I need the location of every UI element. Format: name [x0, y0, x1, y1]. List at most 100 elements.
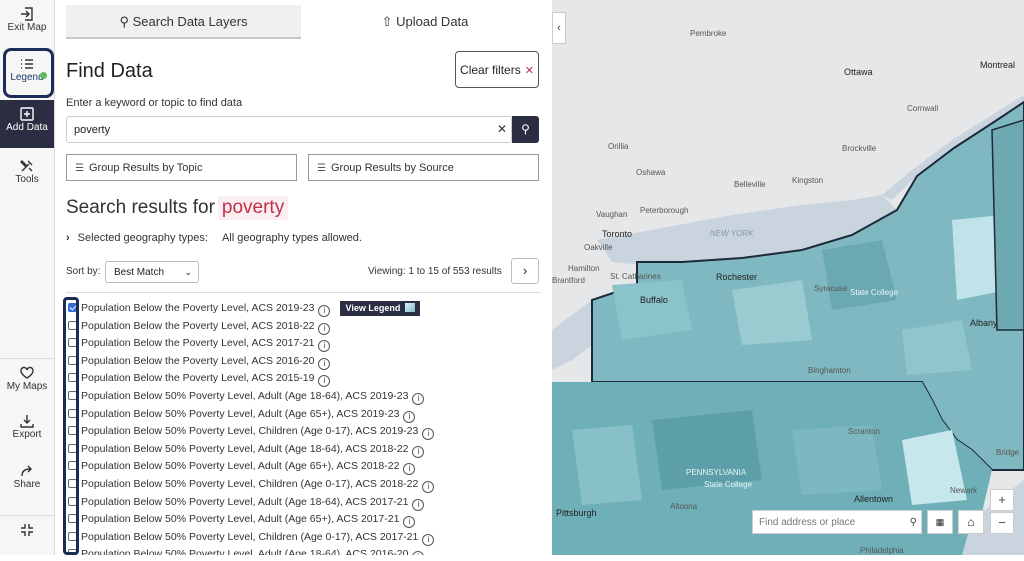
result-label[interactable]: Population Below 50% Poverty Level, Adul… [81, 548, 409, 555]
legend-button[interactable]: Legend [0, 50, 54, 96]
map-label-binghamton: Binghamton [808, 366, 851, 375]
map-label-pembroke: Pembroke [690, 29, 727, 38]
map-label-syracuse: Syracuse [814, 284, 848, 293]
map-label-cornwall: Cornwall [907, 104, 939, 113]
search-input[interactable]: poverty [66, 116, 512, 143]
info-icon[interactable]: i [318, 375, 331, 388]
result-label[interactable]: Population Below 50% Poverty Level, Adul… [81, 495, 409, 508]
info-icon[interactable]: i [422, 428, 435, 441]
result-label[interactable]: Population Below 50% Poverty Level, Adul… [81, 460, 400, 473]
upload-icon: ⇧ [381, 14, 393, 29]
zoom-in-button[interactable]: + [990, 489, 1014, 511]
result-item: Population Below the Poverty Level, ACS … [65, 370, 545, 388]
result-label[interactable]: Population Below 50% Poverty Level, Adul… [81, 513, 400, 526]
map-canvas[interactable]: Pembroke Ottawa Montreal Cornwall Orilli… [552, 0, 1024, 555]
legend-swatch-icon [405, 303, 416, 312]
result-label[interactable]: Population Below 50% Poverty Level, Adul… [81, 442, 409, 455]
info-icon[interactable]: i [412, 498, 425, 511]
info-icon[interactable]: i [318, 305, 331, 317]
page-title: Find Data [66, 60, 153, 82]
county-shade [822, 240, 897, 310]
info-icon[interactable]: i [318, 322, 331, 335]
county-shade [652, 410, 762, 490]
map-label-scranton: Scranton [848, 427, 881, 436]
info-icon[interactable]: i [318, 340, 331, 353]
result-label[interactable]: Population Below 50% Poverty Level, Adul… [81, 407, 400, 420]
info-icon[interactable]: i [403, 463, 416, 476]
my-maps-button[interactable]: My Maps [0, 358, 54, 404]
map-label-stcollege: State College [704, 480, 753, 489]
address-search-input[interactable]: Find address or place ⚲ [752, 510, 922, 534]
info-icon[interactable]: i [412, 445, 425, 458]
clear-input-icon[interactable]: ✕ [496, 122, 508, 136]
chevron-right-icon: › [522, 263, 528, 278]
result-item: Population Below 50% Poverty Level, Adul… [65, 458, 545, 476]
sort-select[interactable]: Best Match ⌄ [105, 261, 199, 283]
info-icon[interactable]: i [412, 392, 425, 405]
add-data-button[interactable]: Add Data [0, 100, 54, 148]
zoom-out-button[interactable]: − [990, 512, 1014, 534]
share-label: Share [13, 479, 41, 490]
tab-search-data-layers[interactable]: ⚲ Search Data Layers [66, 5, 301, 39]
info-icon[interactable]: i [412, 551, 425, 555]
minus-icon: − [998, 515, 1006, 530]
result-label[interactable]: Population Below 50% Poverty Level, Chil… [81, 425, 419, 438]
legend-active-dot [40, 72, 47, 79]
left-rail: Exit Map Legend Add Data Tools My Maps E… [0, 0, 55, 555]
result-label[interactable]: Population Below the Poverty Level, ACS … [81, 372, 315, 385]
clear-filters-label: Clear filters [460, 63, 521, 77]
county-shade [792, 425, 882, 495]
exit-map-button[interactable]: Exit Map [0, 0, 54, 46]
group-by-source-button[interactable]: ☰ Group Results by Source [308, 154, 539, 181]
next-page-button[interactable]: › [511, 258, 539, 284]
qr-code-button[interactable]: ▦ [927, 510, 953, 534]
exit-map-label: Exit Map [7, 22, 47, 33]
geo-value: All geography types allowed. [221, 232, 362, 244]
result-item: Population Below 50% Poverty Level, Adul… [65, 511, 545, 529]
search-icon: ⚲ [909, 517, 917, 528]
hierarchy-icon: ☰ [317, 163, 326, 174]
info-icon[interactable]: i [403, 516, 416, 529]
group-by-topic-button[interactable]: ☰ Group Results by Topic [66, 154, 297, 181]
share-button[interactable]: Share [0, 457, 54, 503]
result-label[interactable]: Population Below the Poverty Level, ACS … [81, 337, 315, 350]
result-label[interactable]: Population Below the Poverty Level, ACS … [81, 354, 315, 367]
info-icon[interactable]: i [403, 410, 416, 423]
geography-filter-toggle[interactable]: › Selected geography types: All geography … [66, 232, 362, 244]
tools-button[interactable]: Tools [0, 152, 54, 198]
checkbox-highlight-annotation [63, 297, 79, 555]
collapse-panel-button[interactable]: ‹ [552, 12, 566, 44]
info-icon[interactable]: i [318, 357, 331, 370]
result-item: Population Below 50% Poverty Level, Chil… [65, 529, 545, 547]
tools-icon [0, 152, 54, 174]
result-label[interactable]: Population Below 50% Poverty Level, Adul… [81, 389, 409, 402]
info-icon[interactable]: i [422, 533, 435, 546]
info-icon[interactable]: i [422, 480, 435, 493]
result-label[interactable]: Population Below the Poverty Level, ACS … [81, 302, 315, 314]
county-shade [952, 215, 1007, 300]
chevron-right-icon: › [66, 232, 70, 244]
export-button[interactable]: Export [0, 407, 54, 453]
tab-upload-data[interactable]: ⇧ Upload Data [305, 5, 545, 39]
result-item: Population Below the Poverty Level, ACS … [65, 353, 545, 371]
map-label-brantford: Brantford [552, 276, 585, 285]
result-label[interactable]: Population Below 50% Poverty Level, Chil… [81, 530, 419, 543]
result-label[interactable]: Population Below the Poverty Level, ACS … [81, 319, 315, 332]
search-submit-button[interactable]: ⚲ [512, 116, 539, 143]
map-label-rochester: Rochester [716, 272, 758, 282]
group-topic-label: Group Results by Topic [88, 162, 203, 174]
result-label[interactable]: Population Below 50% Poverty Level, Chil… [81, 477, 419, 490]
exit-icon [0, 0, 54, 22]
county-shade [902, 320, 972, 375]
view-legend-button[interactable]: View Legend [340, 301, 421, 316]
collapse-button[interactable] [0, 515, 54, 561]
tab-upload-label: Upload Data [396, 14, 469, 29]
map-label-newyork: State College [850, 288, 899, 297]
map-label-pittsburgh: Pittsburgh [556, 508, 597, 518]
result-item: Population Below 50% Poverty Level, Chil… [65, 476, 545, 494]
map-label-allentown: Allentown [854, 494, 894, 504]
st-lawrence-river [882, 95, 1024, 200]
home-extent-button[interactable]: ⌂ [958, 510, 984, 534]
result-item: Population Below 50% Poverty Level, Adul… [65, 494, 545, 512]
clear-filters-button[interactable]: Clear filters ✕ [455, 51, 539, 88]
